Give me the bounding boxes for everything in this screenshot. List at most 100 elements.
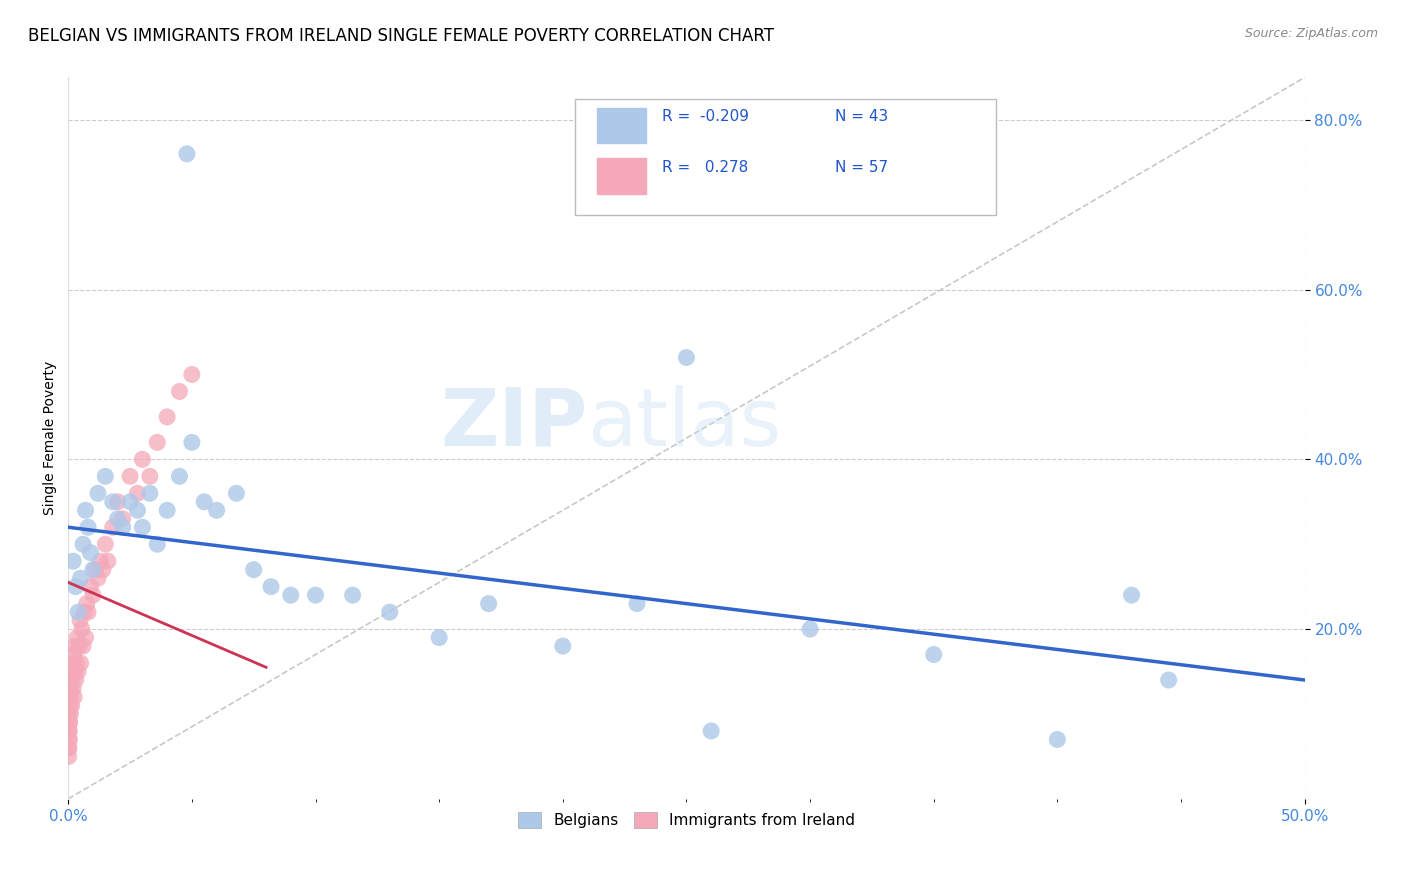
Point: [118, 495, 141, 509]
Text: Source: ZipAtlas.com: Source: ZipAtlas.com: [1244, 27, 1378, 40]
Point: [69, 571, 91, 585]
Point: [84, 563, 107, 577]
Point: [58, 723, 80, 738]
Point: [60, 673, 83, 687]
Point: [60, 665, 83, 679]
Point: [127, 486, 149, 500]
Point: [76, 597, 98, 611]
Point: [1121, 588, 1143, 602]
Point: [1157, 673, 1180, 687]
Point: [111, 512, 134, 526]
Point: [67, 605, 90, 619]
Point: [131, 520, 153, 534]
Point: [75, 503, 97, 517]
Point: [69, 656, 91, 670]
Point: [63, 639, 86, 653]
Text: N = 43: N = 43: [835, 109, 889, 124]
Y-axis label: Single Female Poverty: Single Female Poverty: [44, 361, 58, 516]
Point: [59, 706, 82, 721]
Point: [79, 580, 101, 594]
Point: [280, 588, 302, 602]
Point: [59, 681, 82, 696]
Point: [65, 580, 87, 594]
Point: [139, 486, 162, 500]
Point: [799, 622, 821, 636]
Point: [58, 740, 80, 755]
Point: [58, 732, 80, 747]
Point: [169, 469, 191, 483]
Point: [94, 537, 117, 551]
Point: [169, 384, 191, 399]
Point: [63, 690, 86, 704]
Point: [60, 698, 83, 713]
Point: [304, 588, 326, 602]
Point: [77, 520, 100, 534]
FancyBboxPatch shape: [598, 158, 645, 194]
Text: N = 57: N = 57: [835, 160, 889, 175]
Point: [180, 435, 202, 450]
Point: [75, 631, 97, 645]
Point: [118, 469, 141, 483]
Point: [176, 146, 198, 161]
Point: [131, 452, 153, 467]
Point: [58, 749, 80, 764]
Point: [922, 648, 945, 662]
Point: [91, 563, 114, 577]
Point: [146, 435, 169, 450]
Point: [551, 639, 574, 653]
Point: [89, 554, 111, 568]
Point: [62, 681, 84, 696]
Point: [97, 554, 120, 568]
Legend: Belgians, Immigrants from Ireland: Belgians, Immigrants from Ireland: [512, 806, 860, 835]
Point: [700, 723, 723, 738]
Point: [87, 486, 110, 500]
Text: R =  -0.209: R = -0.209: [662, 109, 749, 124]
Point: [478, 597, 501, 611]
Point: [58, 690, 80, 704]
Point: [111, 520, 134, 534]
Point: [63, 665, 86, 679]
Text: BELGIAN VS IMMIGRANTS FROM IRELAND SINGLE FEMALE POVERTY CORRELATION CHART: BELGIAN VS IMMIGRANTS FROM IRELAND SINGL…: [28, 27, 775, 45]
Point: [139, 469, 162, 483]
Point: [70, 622, 93, 636]
Text: R =   0.278: R = 0.278: [662, 160, 748, 175]
Point: [87, 571, 110, 585]
Point: [62, 656, 84, 670]
Point: [79, 546, 101, 560]
Point: [82, 563, 104, 577]
Point: [626, 597, 648, 611]
Point: [205, 503, 228, 517]
Point: [156, 409, 179, 424]
Point: [378, 605, 401, 619]
Point: [72, 639, 94, 653]
Text: ZIP: ZIP: [440, 384, 588, 463]
Point: [59, 715, 82, 730]
Point: [1046, 732, 1069, 747]
Point: [65, 656, 87, 670]
Point: [67, 639, 90, 653]
Point: [69, 614, 91, 628]
Point: [66, 631, 89, 645]
Point: [58, 732, 80, 747]
Point: [62, 648, 84, 662]
Point: [107, 495, 129, 509]
Point: [342, 588, 364, 602]
Point: [127, 503, 149, 517]
FancyBboxPatch shape: [575, 99, 995, 214]
Point: [58, 706, 80, 721]
Point: [180, 368, 202, 382]
Point: [101, 495, 124, 509]
Point: [82, 588, 104, 602]
Point: [427, 631, 450, 645]
Point: [225, 486, 247, 500]
FancyBboxPatch shape: [598, 108, 645, 144]
Text: atlas: atlas: [588, 384, 782, 463]
Point: [193, 495, 215, 509]
Point: [58, 673, 80, 687]
Point: [59, 690, 82, 704]
Point: [58, 740, 80, 755]
Point: [675, 351, 697, 365]
Point: [73, 605, 96, 619]
Point: [72, 537, 94, 551]
Point: [146, 537, 169, 551]
